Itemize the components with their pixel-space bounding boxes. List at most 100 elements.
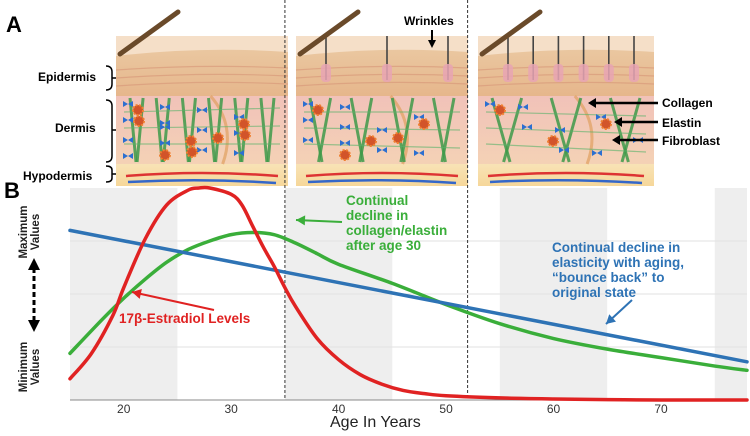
label-epidermis: Epidermis (38, 70, 97, 84)
fibroblast-cell (133, 115, 145, 127)
collagen-label-arrow-head (296, 215, 306, 226)
elastin-node (518, 104, 528, 110)
sebaceous-gland (528, 64, 539, 82)
fibroblast-cell (392, 132, 404, 144)
sebaceous-gland (629, 64, 639, 82)
elastin-node (596, 114, 606, 120)
x-tick-50: 50 (439, 402, 453, 416)
sebaceous-gland (553, 64, 564, 82)
collagen-fiber (317, 97, 333, 163)
collagen-fiber (358, 97, 374, 163)
sebaceous-gland (603, 64, 614, 82)
sebaceous-gland (578, 64, 589, 82)
label-dermis: Dermis (55, 121, 96, 135)
probe-icon (479, 9, 543, 57)
fibroblast-cell (547, 135, 559, 147)
series-collagen-elastin (68, 230, 749, 373)
elastin-fiber (303, 127, 461, 131)
elastin-node (303, 101, 313, 107)
elastin-node (377, 127, 387, 133)
elastin-node (522, 124, 532, 130)
brace-epidermis (105, 65, 116, 91)
elastin-node (340, 140, 350, 146)
stratum-line (115, 81, 289, 87)
collagen-arrow-head (588, 98, 596, 108)
panel-label-b: B (4, 178, 20, 203)
elastin-node (160, 140, 170, 146)
skin-panel-3 (477, 9, 655, 186)
brace-dermis (105, 99, 116, 163)
chart (28, 0, 749, 402)
skin-panels (105, 9, 658, 186)
elastin-fiber (485, 143, 647, 153)
elastin-node (303, 137, 313, 143)
stratum-line (115, 73, 289, 79)
y-label-maximum: Maximum Values (18, 205, 42, 259)
series-estradiol (68, 185, 749, 402)
collagen-fiber (561, 97, 583, 163)
brace-hypodermis (105, 165, 116, 183)
x-tick-20: 20 (117, 402, 131, 416)
stratum-line (115, 65, 289, 71)
collagen-label: Continual decline in collagen/elastin af… (346, 193, 448, 253)
collagen-fiber (128, 97, 138, 163)
vessel-red (487, 171, 645, 178)
fibroblast-arrow-head (612, 135, 620, 145)
collagen-fiber (207, 97, 217, 163)
elastin-fiber (123, 125, 281, 129)
elastin-node (485, 101, 495, 107)
y-label-minimum: Minimum Values (18, 341, 42, 393)
elastin-node (414, 150, 424, 156)
elastin-node (123, 117, 133, 123)
fibroblast-cell (185, 135, 197, 147)
fibroblast-cell (186, 146, 198, 158)
vessel-red (125, 171, 279, 178)
sebaceous-gland (382, 64, 392, 82)
skin-panel-1 (115, 9, 289, 186)
label-hypodermis: Hypodermis (23, 169, 93, 183)
fibroblast-cell (238, 118, 250, 130)
elasticity-label-arrow-head (606, 314, 617, 324)
elastin-node (414, 114, 424, 120)
fibroblast-cell (132, 104, 144, 116)
label-collagen: Collagen (662, 96, 713, 110)
elastin-node (197, 107, 207, 113)
y-range-arrow-down (28, 320, 40, 332)
fibroblast-cell (312, 104, 324, 116)
estradiol-label: 17β-Estradiol Levels (119, 311, 251, 326)
elastin-node (160, 124, 170, 130)
grid-bands (70, 188, 747, 400)
elastin-node (592, 150, 602, 156)
panel-label-a: A (6, 12, 22, 37)
fibroblast-cell (339, 149, 351, 161)
vessel-blue (489, 178, 643, 185)
elastin-node (303, 117, 313, 123)
dermis-layer (116, 96, 288, 166)
fibroblast-cell (212, 132, 224, 144)
stratum-line (295, 81, 469, 87)
elasticity-label: Continual decline in elasticity with agi… (552, 240, 685, 300)
fibroblast-cell (159, 149, 171, 161)
elastin-fiber (303, 143, 461, 149)
y-range-arrow-up (28, 258, 40, 270)
estradiol-label-arrow-head (132, 289, 142, 299)
label-wrinkles: Wrinkles (404, 14, 454, 28)
sebaceous-gland (503, 64, 513, 82)
elastin-fiber (485, 127, 647, 135)
x-tick-60: 60 (546, 402, 561, 416)
fibroblast-cell (600, 118, 612, 130)
elastin-node (340, 124, 350, 130)
elastin-arrow-head (614, 117, 622, 127)
fibroblast-cell (239, 129, 251, 141)
elastin-node (559, 147, 569, 153)
stratum-line (477, 81, 655, 87)
elastin-node (377, 147, 387, 153)
collagen-fiber (214, 97, 224, 163)
elastin-node (555, 127, 565, 133)
vessel-red (305, 171, 459, 178)
sebaceous-gland (443, 64, 453, 82)
elastin-node (123, 153, 133, 159)
elastin-node (197, 127, 207, 133)
x-axis-label: Age In Years (330, 414, 421, 431)
elastin-node (197, 147, 207, 153)
